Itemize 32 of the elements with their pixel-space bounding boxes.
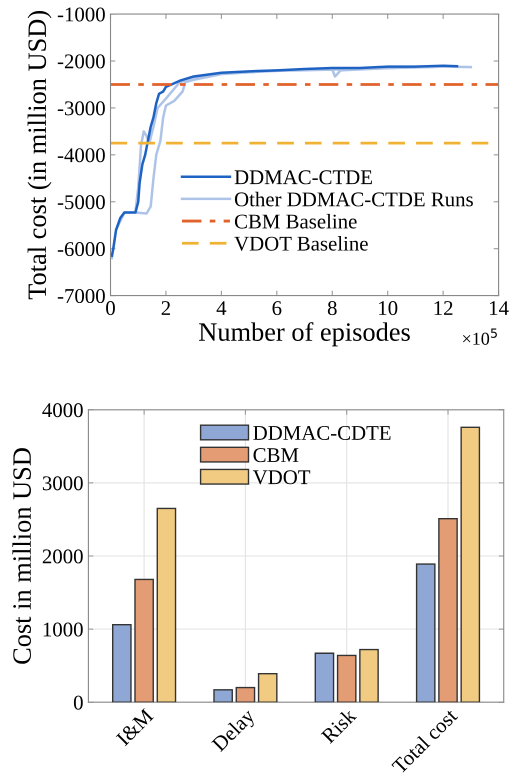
y-tick-label: -1000 (58, 7, 105, 22)
legend-label: CBM Baseline (234, 214, 357, 229)
y-tick-label: 3000 (42, 476, 83, 490)
y-axis-title: Total cost (in million USD) (28, 11, 52, 300)
y-tick-label: -6000 (58, 242, 105, 256)
y-tick-label: -4000 (58, 148, 105, 162)
y-axis-title: Cost in million USD (12, 448, 31, 664)
text: ×10$^{5}$ (462, 328, 497, 345)
x-tick-label: 10 (379, 301, 398, 316)
legend-label: VDOT Baseline (234, 236, 368, 251)
legend-label: VDOT (252, 470, 310, 484)
y-tick-label: 0 (74, 696, 83, 710)
legend-label: Other DDMAC-CTDE Runs (234, 192, 473, 206)
x-axis-title: Number of episodes (199, 322, 410, 346)
x-tick-label: 0 (106, 301, 115, 316)
x-tick-label: 12 (434, 301, 452, 315)
y-tick-label: 2000 (42, 549, 83, 564)
y-tick-label: 4000 (42, 403, 83, 418)
legend-label: DDMAC-CDTE (253, 426, 391, 440)
x-tick-label: 8 (328, 301, 337, 316)
x-tick-label: 2 (162, 301, 170, 315)
y-tick-label: -2000 (58, 54, 105, 68)
legend-label: CBM (254, 448, 298, 462)
legend-label: DDMAC-CTDE (234, 170, 372, 184)
x-tick-label: Risk (320, 707, 358, 744)
y-tick-label: 1000 (44, 622, 83, 637)
y-tick-label: -5000 (58, 195, 105, 210)
y-tick-label: -3000 (58, 101, 105, 116)
y-tick-label: -7000 (58, 288, 105, 304)
x-tick-label: 14 (490, 301, 509, 315)
x-tick-label: 6 (272, 301, 282, 316)
x-tick-label: 4 (216, 301, 226, 315)
